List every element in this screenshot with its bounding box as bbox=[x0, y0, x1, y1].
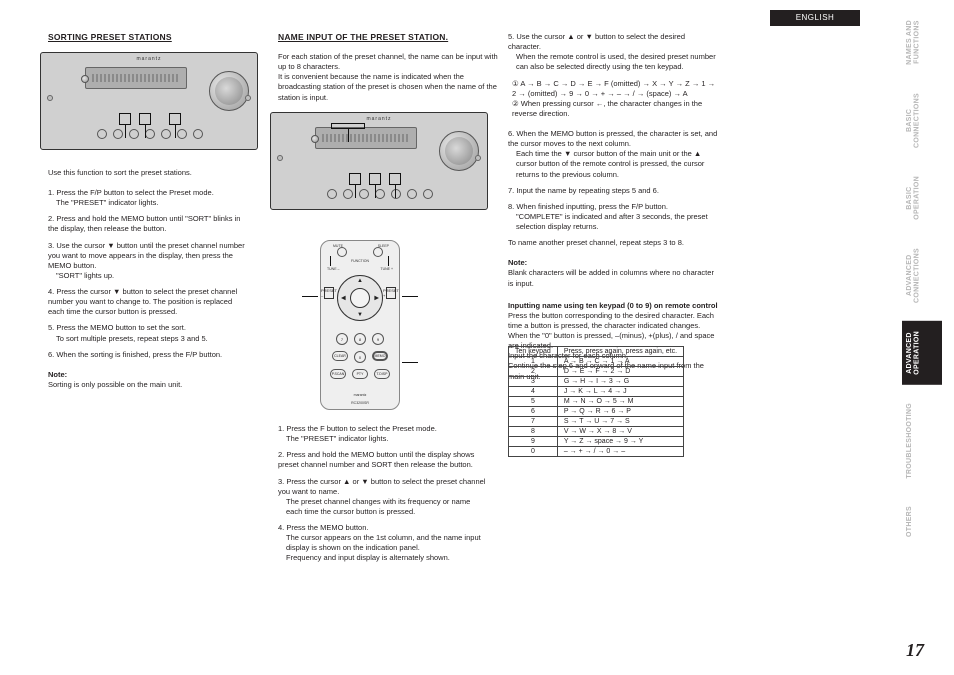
right-step7: 7. Input the name by repeating steps 5 a… bbox=[508, 186, 718, 196]
left-note-h: Note: bbox=[48, 370, 248, 380]
table-head-1: Press, press again, press again, etc. bbox=[557, 347, 683, 357]
right-note-h: Note: bbox=[508, 258, 718, 268]
side-tab-names: NAMES AND FUNCTIONS bbox=[902, 10, 942, 75]
left-step4: 4. Press the cursor ▼ button to select t… bbox=[48, 287, 248, 317]
table-row: G → H → I → 3 → G bbox=[557, 377, 683, 387]
heading-sorting: SORTING PRESET STATIONS bbox=[48, 32, 258, 42]
right-step6: 6. When the MEMO button is pressed, the … bbox=[508, 129, 718, 149]
right-step5b: When the remote control is used, the des… bbox=[508, 52, 718, 72]
table-row: J → K → L → 4 → J bbox=[557, 387, 683, 397]
remote-model: RC3200SR bbox=[351, 401, 369, 405]
right-note: Blank characters will be added in column… bbox=[508, 268, 718, 288]
table-row: 4 bbox=[509, 387, 558, 397]
left-step5b: To sort multiple presets, repeat steps 3… bbox=[48, 334, 248, 344]
mid-step2: 2. Press and hold the MEMO button until … bbox=[278, 450, 488, 470]
left-step3: 3. Use the cursor ▼ button until the pre… bbox=[48, 241, 248, 271]
left-step1a: 1. Press the F/P button to select the Pr… bbox=[48, 188, 248, 198]
right-step8: 8. When finished inputting, press the F/… bbox=[508, 202, 718, 212]
right-step5a: 5. Use the cursor ▲ or ▼ button to selec… bbox=[508, 32, 718, 52]
left-intro: Use this function to sort the preset sta… bbox=[48, 168, 248, 178]
side-tab-basiccon: BASIC CONNECTIONS bbox=[902, 83, 942, 158]
remote-memo-button: MEMO bbox=[372, 351, 388, 361]
mid-step3a: 3. Press the cursor ▲ or ▼ button to sel… bbox=[278, 477, 488, 497]
language-tab: ENGLISH bbox=[770, 10, 860, 26]
table-row: D → E → F → 2 → D bbox=[557, 367, 683, 377]
right-step6b: Each time the ▼ cursor button of the mai… bbox=[508, 149, 718, 179]
table-row: 9 bbox=[509, 437, 558, 447]
table-row: 6 bbox=[509, 407, 558, 417]
table-row: M → N → O → 5 → M bbox=[557, 397, 683, 407]
receiver-illustration-2: marantz bbox=[270, 112, 488, 210]
table-head-0: Ten keypad bbox=[509, 347, 558, 357]
table-row: 8 bbox=[509, 427, 558, 437]
right-seq2: ② When pressing cursor ←, the character … bbox=[508, 99, 718, 119]
table-row: S → T → U → 7 → S bbox=[557, 417, 683, 427]
brand-text-2: marantz bbox=[366, 116, 391, 122]
heading-name-input: NAME INPUT OF THE PRESET STATION. bbox=[278, 32, 508, 42]
mid-step4b: The cursor appears on the 1st column, an… bbox=[278, 533, 488, 553]
brand-text-3: marantz bbox=[354, 393, 367, 397]
mid-intro: For each station of the preset channel, … bbox=[278, 52, 508, 103]
page-number: 17 bbox=[906, 640, 924, 661]
mid-step4a: 4. Press the MEMO button. bbox=[278, 523, 488, 533]
side-tab-advop: ADVANCED OPERATION bbox=[902, 321, 942, 385]
keypad-table: Ten keypad Press, press again, press aga… bbox=[508, 346, 684, 457]
table-row: V → W → X → 8 → V bbox=[557, 427, 683, 437]
table-row: Y → Z → space → 9 → Y bbox=[557, 437, 683, 447]
left-step3b: "SORT" lights up. bbox=[48, 271, 248, 281]
side-tab-trouble: TROUBLESHOOTING bbox=[902, 393, 942, 489]
brand-text: marantz bbox=[136, 56, 161, 62]
remote-dpad: ▲ ▼ ◀ ▶ ENTER bbox=[337, 275, 383, 321]
side-tab-others: OTHERS bbox=[902, 496, 942, 547]
table-row: 1 bbox=[509, 357, 558, 367]
right-multi-h: Inputting name using ten keypad (0 to 9)… bbox=[508, 301, 718, 311]
left-step1b: The "PRESET" indicator lights. bbox=[48, 198, 248, 208]
right-multi-1: Press the button corresponding to the de… bbox=[508, 311, 718, 331]
mid-step3b: The preset channel changes with its freq… bbox=[278, 497, 488, 517]
mid-step1b: The "PRESET" indicator lights. bbox=[278, 434, 488, 444]
right-seq1: ① A → B → C → D → E → F (omitted) → X → … bbox=[508, 79, 718, 99]
table-row: 0 bbox=[509, 447, 558, 457]
table-row: A → B → C → 1 → A bbox=[557, 357, 683, 367]
side-tabs: NAMES AND FUNCTIONS BASIC CONNECTIONS BA… bbox=[902, 10, 942, 547]
left-step6: 6. When the sorting is finished, press t… bbox=[48, 350, 248, 360]
mid-step1a: 1. Press the F button to select the Pres… bbox=[278, 424, 488, 434]
table-row: P → Q → R → 6 → P bbox=[557, 407, 683, 417]
mid-step4c: Frequency and input display is alternate… bbox=[278, 553, 488, 563]
side-tab-advcon: ADVANCED CONNECTIONS bbox=[902, 238, 942, 313]
left-step5: 5. Press the MEMO button to set the sort… bbox=[48, 323, 248, 333]
side-tab-basicop: BASIC OPERATION bbox=[902, 166, 942, 230]
table-row: 7 bbox=[509, 417, 558, 427]
table-row: – → + → / → 0 → – bbox=[557, 447, 683, 457]
left-note: Sorting is only possible on the main uni… bbox=[48, 380, 248, 390]
receiver-illustration-1: marantz bbox=[40, 52, 258, 150]
table-row: 5 bbox=[509, 397, 558, 407]
right-step9: To name another preset channel, repeat s… bbox=[508, 238, 718, 248]
left-step2: 2. Press and hold the MEMO button until … bbox=[48, 214, 248, 234]
table-row: 2 bbox=[509, 367, 558, 377]
table-row: 3 bbox=[509, 377, 558, 387]
right-step8b: "COMPLETE" is indicated and after 3 seco… bbox=[508, 212, 718, 232]
